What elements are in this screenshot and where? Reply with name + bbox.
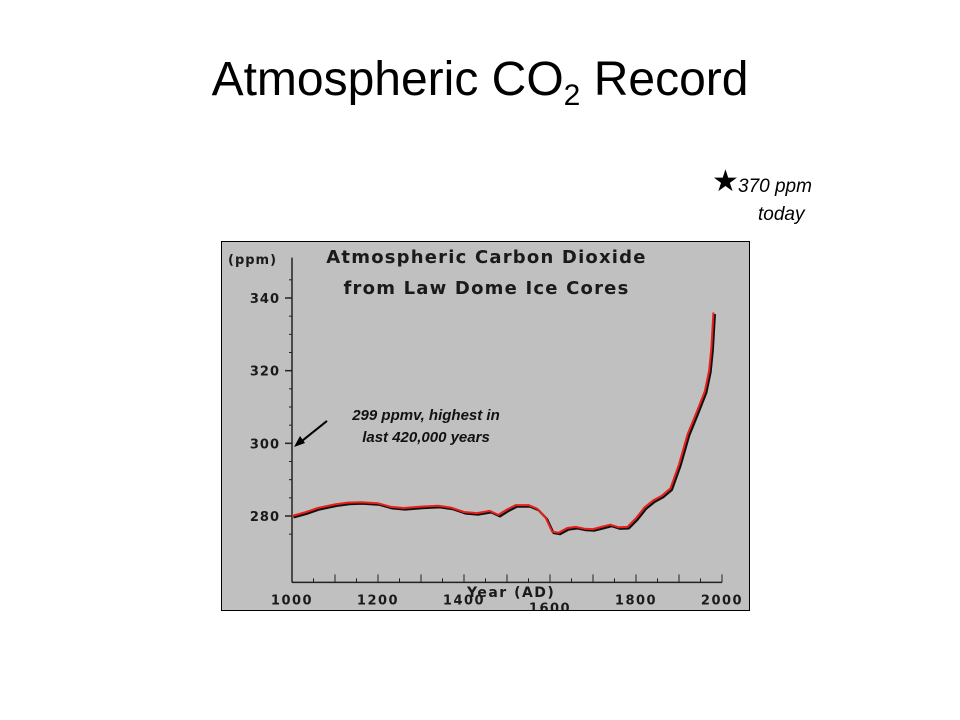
y-tick-label: 300 <box>250 437 280 452</box>
x-tick-label: 1800 <box>615 593 657 608</box>
title-main: Atmospheric CO <box>211 53 564 106</box>
chart-title-line2: from Law Dome Ice Cores <box>343 278 630 299</box>
y-axis-label: (ppm) <box>228 253 278 268</box>
y-tick-label: 340 <box>250 292 280 307</box>
current-co2-label: today <box>758 204 805 225</box>
x-tick-label: 1400 <box>443 593 485 608</box>
x-tick-label: 1200 <box>357 593 399 608</box>
chart-panel: 280 300 320 340 1000 1200 1400 1600 1800 2000 Atm… <box>221 241 750 611</box>
annotation-arrow-head <box>294 435 305 447</box>
y-tick-label: 280 <box>250 510 280 525</box>
annotation: 299 ppmv, highest in last 420,000 years <box>326 405 526 449</box>
title-subscript: 2 <box>563 79 581 112</box>
co2-chart: 280 300 320 340 1000 1200 1400 1600 1800 2000 <box>250 257 743 610</box>
y-tick-label: 320 <box>250 365 280 380</box>
star-icon: ★ <box>712 165 739 198</box>
series-line <box>291 312 715 534</box>
chart-title-line1: Atmospheric Carbon Dioxide <box>326 247 647 268</box>
slide-title: Atmospheric CO2 Record <box>0 52 960 113</box>
current-co2-value: 370 ppm <box>738 176 812 197</box>
x-tick-label: 1600 <box>529 601 571 610</box>
series-shadow-line <box>293 313 716 536</box>
x-tick-label: 1000 <box>271 593 313 608</box>
annotation-line1: 299 ppmv, highest in <box>352 407 500 424</box>
annotation-arrow-line <box>301 420 328 442</box>
x-tick-label: 2000 <box>701 593 743 608</box>
title-end: Record <box>593 53 749 106</box>
annotation-line2: last 420,000 years <box>362 429 490 446</box>
x-axis-label: Year (AD) <box>467 585 556 601</box>
